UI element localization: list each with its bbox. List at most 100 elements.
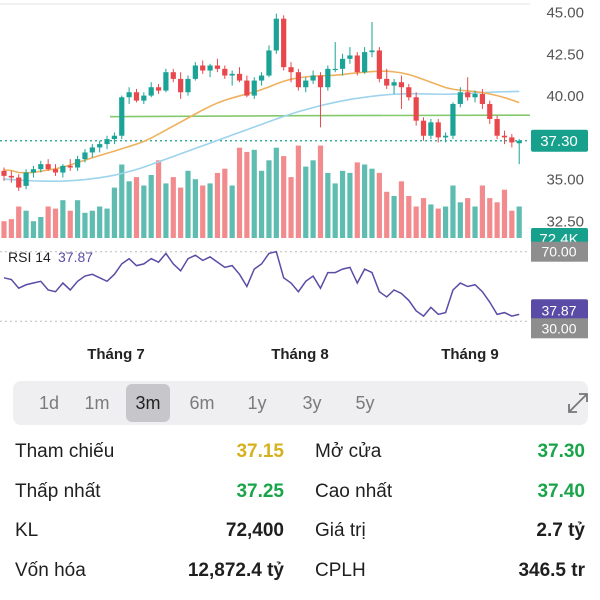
candle-body xyxy=(420,120,427,136)
candle-body xyxy=(52,169,59,173)
candle-body xyxy=(443,135,449,138)
candle xyxy=(487,100,493,125)
candle-body xyxy=(192,65,198,79)
y-tick-label: 45.00 xyxy=(546,5,584,22)
volume-bar xyxy=(30,221,37,238)
volume-bar xyxy=(420,198,427,238)
candle xyxy=(244,75,250,98)
volume-bar xyxy=(82,212,88,238)
rsi-value-badge-label: 37.87 xyxy=(541,302,576,318)
candle xyxy=(288,62,294,83)
candle xyxy=(295,68,301,91)
candle xyxy=(325,65,331,91)
candle-body xyxy=(119,97,125,136)
volume-bar xyxy=(465,198,471,238)
candle xyxy=(185,75,191,96)
current-price-badge xyxy=(531,129,588,152)
volume-bar xyxy=(111,187,117,238)
candle xyxy=(332,42,338,73)
tab-3m[interactable]: 3m xyxy=(126,384,170,422)
y-tick-label: 35.00 xyxy=(546,172,584,189)
candle-body xyxy=(82,152,88,160)
candle-body xyxy=(457,92,463,104)
candle-body xyxy=(362,52,368,73)
candle xyxy=(192,62,198,81)
stat-value: 2.7 tỷ xyxy=(536,520,585,541)
volume-bar xyxy=(369,168,375,238)
volume-bar xyxy=(75,200,81,238)
candle-body xyxy=(435,122,441,138)
volume-bar xyxy=(141,185,147,238)
expand-icon[interactable] xyxy=(566,391,590,415)
candle xyxy=(406,83,412,101)
candle xyxy=(435,119,441,143)
candle-body xyxy=(398,82,405,88)
volume-bar xyxy=(472,206,478,238)
stat-value: 37.30 xyxy=(537,441,585,462)
candle xyxy=(516,139,522,165)
volume-bar xyxy=(435,208,441,238)
candle xyxy=(450,102,456,140)
candle xyxy=(236,67,243,83)
volume-bar xyxy=(163,183,169,238)
candle-body xyxy=(354,55,360,73)
tab-6m[interactable]: 6m xyxy=(189,393,215,413)
candle xyxy=(369,22,375,58)
tab-3y[interactable]: 3y xyxy=(302,393,322,413)
candle-body xyxy=(229,73,235,76)
volume-bar xyxy=(8,219,14,238)
candle xyxy=(1,167,7,181)
volume-bar xyxy=(170,177,176,238)
candle xyxy=(376,47,382,83)
volume-bar xyxy=(207,183,213,238)
volume-bar xyxy=(317,145,324,238)
candle-body xyxy=(391,82,397,86)
volume-bar xyxy=(516,206,522,238)
stat-label: KL xyxy=(15,520,39,541)
candle xyxy=(391,78,397,94)
candle-body xyxy=(23,172,29,186)
volume-bar xyxy=(97,206,103,238)
candle xyxy=(38,160,44,173)
candle-body xyxy=(384,78,390,86)
candle-body xyxy=(67,165,73,168)
stats-row: Thấp nhất 37.25 Cao nhất 37.40 xyxy=(0,473,600,513)
tab-1y[interactable]: 1y xyxy=(247,393,267,413)
stats-row: Tham chiếu 37.15 Mở cửa 37.30 xyxy=(0,433,600,473)
volume-bar xyxy=(67,210,73,238)
rsi-line xyxy=(3,250,520,318)
stat-value: 12,872.4 tỷ xyxy=(187,559,284,581)
candle-body xyxy=(516,140,522,144)
candle xyxy=(494,115,500,140)
candle xyxy=(420,117,427,141)
stat-value: 37.40 xyxy=(537,480,585,502)
candle xyxy=(222,65,228,79)
candle-body xyxy=(339,58,346,69)
candle-body xyxy=(207,65,213,71)
volume-bar xyxy=(303,166,309,238)
candle xyxy=(16,174,22,191)
volume-bar xyxy=(501,189,508,238)
candle-body xyxy=(89,147,95,153)
candle xyxy=(457,87,463,108)
candle-body xyxy=(450,103,456,136)
candlesticks xyxy=(1,13,522,191)
candle-body xyxy=(214,65,221,69)
candle-body xyxy=(465,92,471,98)
volume-bar xyxy=(185,170,191,238)
candle-body xyxy=(178,78,184,93)
volume-bar xyxy=(23,210,29,238)
volume-bar xyxy=(266,160,272,238)
tab-5y[interactable]: 5y xyxy=(355,393,375,413)
stat-label: Cao nhất xyxy=(315,480,393,502)
candle-body xyxy=(347,55,353,59)
tab-1m[interactable]: 1m xyxy=(84,393,110,413)
tab-1d[interactable]: 1d xyxy=(38,393,60,413)
candle xyxy=(148,82,154,98)
volume-bar xyxy=(1,221,7,238)
candle-body xyxy=(479,93,485,104)
chart-grid xyxy=(0,3,530,142)
candle xyxy=(317,72,324,128)
